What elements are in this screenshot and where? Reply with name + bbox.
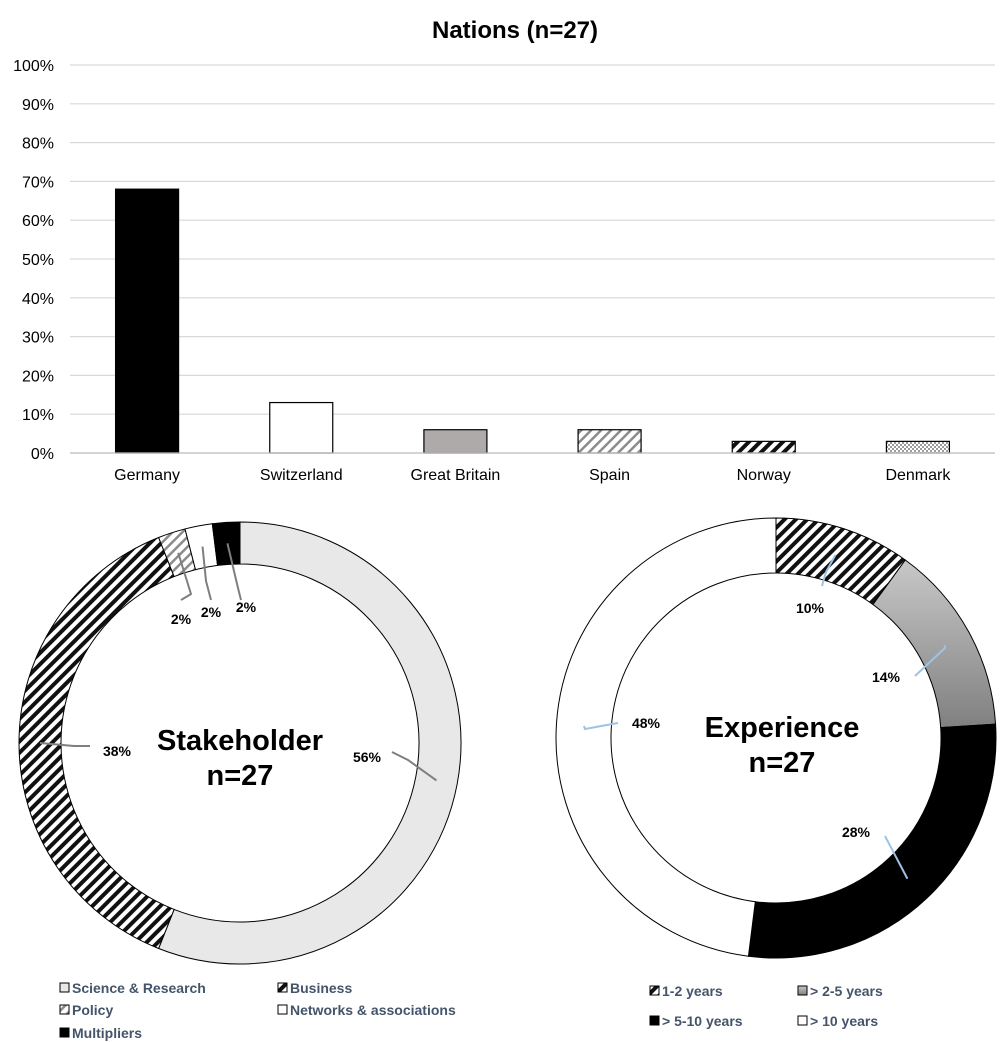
stakeholder-data-labels: 56% 38% 2% 2% 2%: [39, 543, 438, 782]
y-tick-label: 70%: [22, 174, 54, 191]
y-tick-label: 50%: [22, 252, 54, 269]
x-tick-label: Spain: [589, 467, 630, 484]
bar-spain: [577, 429, 642, 454]
data-label-business: 38%: [103, 743, 132, 759]
x-tick-label: Switzerland: [260, 467, 343, 484]
leader-line: [821, 554, 837, 587]
data-label-10-years: 48%: [632, 715, 661, 731]
leader-line: [391, 751, 438, 782]
legend-label-networks-and-associations: Networks & associations: [290, 1002, 456, 1018]
legend-swatch-10-years: [797, 1015, 808, 1026]
legend-label-multipliers: Multipliers: [72, 1025, 142, 1041]
y-tick-label: 20%: [22, 368, 54, 385]
leader-line: [39, 742, 90, 747]
x-tick-label: Germany: [114, 467, 180, 484]
slice-10-years: [555, 517, 777, 957]
experience-donut-chart: 10% 14% 28% 48% Experience n=27 1-2 years > …: [555, 517, 997, 1029]
nations-bar-chart: Nations (n=27) 0% 10% 20% 30% 40% 50% 60% 70% 80…: [13, 17, 995, 484]
slice-multipliers: [211, 521, 241, 566]
bar-great-britain: [423, 429, 488, 454]
y-tick-label: 100%: [13, 58, 54, 75]
y-tick-label: 30%: [22, 330, 54, 347]
bar-norway: [731, 440, 796, 454]
y-tick-label: 80%: [22, 136, 54, 153]
stakeholder-donut-chart: 56% 38% 2% 2% 2% Stakeholder n=27 Science & …: [18, 521, 462, 1041]
data-label-multipliers: 2%: [236, 599, 257, 615]
legend-label-science-and-research: Science & Research: [72, 980, 206, 996]
x-tick-label: Great Britain: [411, 467, 501, 484]
experience-center-subtitle: n=27: [749, 747, 816, 779]
legend-swatch-science-and-research: [59, 982, 70, 993]
legend-swatch-networks-and-associations: [277, 1004, 288, 1015]
legend-label-2-5-years: > 2-5 years: [810, 983, 883, 999]
bar-chart-x-axis: Germany Switzerland Great Britain Spain Norw…: [70, 452, 995, 484]
legend-swatch-policy: [59, 1004, 70, 1015]
experience-data-labels: 10% 14% 28% 48%: [582, 554, 947, 880]
slice-business: [18, 536, 175, 950]
legend-swatch-5-10-years: [649, 1015, 660, 1026]
experience-slices: [555, 517, 997, 959]
leader-line: [226, 543, 242, 601]
legend-swatch-business: [277, 982, 288, 993]
leader-line: [177, 552, 193, 601]
data-label-science-and-research: 56%: [353, 749, 382, 765]
leader-line: [201, 546, 212, 601]
y-tick-label: 40%: [22, 291, 54, 308]
y-tick-label: 60%: [22, 213, 54, 230]
stakeholder-legend: Science & Research Business Policy Networks…: [59, 980, 456, 1041]
slice-science-and-research: [157, 521, 462, 965]
slice-2-5-years: [872, 559, 997, 729]
data-label-policy: 2%: [171, 611, 192, 627]
bar-denmark: [885, 440, 951, 454]
stakeholder-slices: [18, 521, 462, 965]
x-tick-label: Denmark: [885, 467, 951, 484]
bar-chart-y-axis: 0% 10% 20% 30% 40% 50% 60% 70% 80% 90% 100%: [13, 58, 54, 463]
legend-swatch-multipliers: [59, 1027, 70, 1038]
x-tick-label: Norway: [737, 467, 791, 484]
legend-label-business: Business: [290, 980, 352, 996]
legend-label-5-10-years: > 5-10 years: [662, 1013, 743, 1029]
stakeholder-center-subtitle: n=27: [207, 760, 274, 792]
data-label-networks-and-associations: 2%: [201, 604, 222, 620]
bar-chart-gridlines: [70, 64, 995, 454]
legend-label-10-years: > 10 years: [810, 1013, 878, 1029]
legend-swatch-1-2-years: [649, 985, 660, 996]
leader-line: [884, 835, 909, 880]
stakeholder-center-title: Stakeholder: [157, 725, 323, 757]
bar-switzerland: [269, 401, 334, 454]
data-label-1-2-years: 10%: [796, 600, 825, 616]
leader-line: [914, 645, 947, 677]
legend-label-policy: Policy: [72, 1002, 113, 1018]
bar-chart-bars: [114, 188, 951, 454]
y-tick-label: 0%: [31, 446, 54, 463]
data-label-2-5-years: 14%: [872, 669, 901, 685]
bar-chart-title: Nations (n=27): [432, 17, 598, 44]
y-tick-label: 90%: [22, 97, 54, 114]
legend-swatch-2-5-years: [797, 985, 808, 996]
data-label-5-10-years: 28%: [842, 824, 871, 840]
bar-germany: [114, 188, 180, 454]
legend-label-1-2-years: 1-2 years: [662, 983, 723, 999]
leader-line: [582, 722, 619, 731]
y-tick-label: 10%: [22, 407, 54, 424]
experience-center-title: Experience: [705, 712, 860, 744]
experience-legend: 1-2 years > 2-5 years > 5-10 years > 10 yea…: [649, 983, 883, 1029]
